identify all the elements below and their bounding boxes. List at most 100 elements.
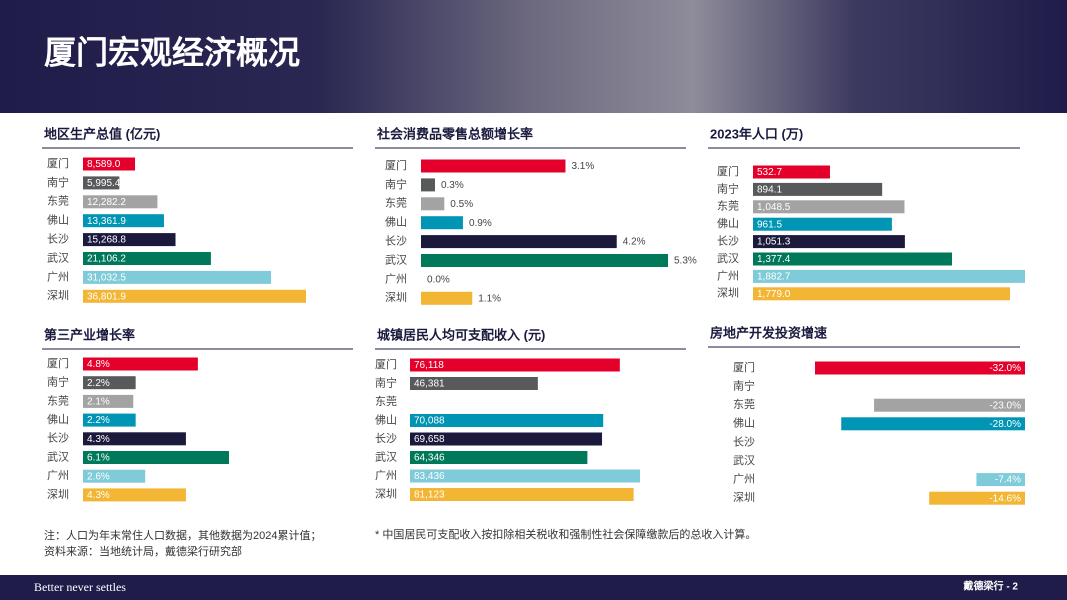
value-label: 69,658 [414,434,445,445]
tagline: Better never settles [34,580,126,594]
bar [410,469,640,483]
category-label: 深圳 [47,488,69,501]
bar [753,235,905,249]
bar [83,289,306,303]
value-label: 2.2% [87,415,110,426]
value-label: 2.6% [87,471,110,482]
category-label: 佛山 [733,417,755,430]
category-label: 广州 [733,473,755,486]
category-label: 东莞 [47,195,69,208]
category-label: 深圳 [717,287,739,300]
bar [421,159,566,173]
bar [83,176,120,190]
value-label: 12,282.2 [87,197,126,208]
bar [83,488,186,502]
header-banner [0,0,1067,113]
category-label: 佛山 [717,217,739,230]
chart-title: 城镇居民人均可支配收入 (元) [377,327,545,342]
bar [421,291,473,305]
category-label: 佛山 [385,216,407,229]
value-label: 1,779.0 [757,289,791,300]
category-label: 长沙 [385,235,407,248]
bar [83,469,146,483]
page-title: 厦门宏观经济概况 [44,34,300,70]
bar [753,269,1025,283]
category-label: 长沙 [47,432,69,445]
value-label: 1,377.4 [757,254,791,265]
value-label: 31,032.5 [87,273,126,284]
category-label: 东莞 [733,398,755,411]
chart-title: 2023年人口 (万) [710,126,803,141]
footnote: * 中国居民可支配收入按扣除相关税收和强制性社会保障缴款后的总收入计算。 [375,527,756,541]
bar [410,488,634,501]
bar [83,252,211,265]
chart-title: 地区生产总值 (亿元) [44,126,160,141]
category-label: 南宁 [717,181,739,195]
bar [841,417,1025,431]
bar [410,358,620,372]
bar [421,254,668,267]
value-label: 2.2% [87,378,110,389]
category-label: 武汉 [717,252,739,265]
category-label: 东莞 [375,395,397,408]
value-label: 1,048.5 [757,202,791,213]
category-label: 佛山 [47,214,69,227]
category-label: 南宁 [375,375,397,389]
value-label: 4.2% [623,237,646,248]
category-label: 南宁 [385,177,407,191]
value-label: 0.3% [441,180,464,191]
bar [83,394,134,408]
value-label: 83,436 [414,471,445,482]
category-label: 广州 [717,269,739,282]
category-label: 南宁 [47,175,69,189]
bar [410,414,604,427]
value-label: 532.7 [757,167,782,178]
bar [83,270,272,284]
category-label: 广州 [47,270,69,283]
bar [83,233,176,247]
category-label: 广州 [375,469,397,482]
category-label: 武汉 [47,251,69,264]
value-label: 3.1% [571,161,594,172]
bar [753,165,830,179]
value-label: 4.3% [87,434,110,445]
value-label: 21,106.2 [87,254,126,265]
category-label: 武汉 [733,454,755,467]
value-label: 6.1% [87,453,110,464]
bar [83,432,186,446]
value-label: -14.6% [989,493,1021,504]
value-label: -28.0% [989,419,1021,430]
category-label: 南宁 [47,375,69,389]
category-label: 深圳 [385,291,407,304]
bar [815,361,1025,375]
bar [421,197,445,211]
value-label: 1,051.3 [757,237,791,248]
bar [83,157,136,171]
bar [83,214,164,228]
value-label: 8,589.0 [87,159,121,170]
category-label: 东莞 [47,394,69,407]
value-label: -32.0% [989,363,1021,374]
bar [976,473,1025,487]
category-label: 长沙 [733,435,755,448]
category-label: 长沙 [47,233,69,246]
category-label: 厦门 [385,158,407,172]
value-label: 4.3% [87,490,110,501]
bar [753,252,952,266]
bar [83,376,136,390]
category-label: 深圳 [375,487,397,500]
bar [421,178,435,192]
bar [753,182,883,196]
bar [83,357,198,371]
value-label: 0.9% [469,218,492,229]
value-label: 961.5 [757,219,782,230]
value-label: 1.1% [478,293,501,304]
value-label: 1,882.7 [757,272,791,283]
bar [410,377,538,390]
bar [929,491,1025,505]
bar [753,217,892,231]
category-label: 深圳 [733,491,755,504]
value-label: 5,995.4 [87,178,121,189]
category-label: 厦门 [717,164,739,178]
